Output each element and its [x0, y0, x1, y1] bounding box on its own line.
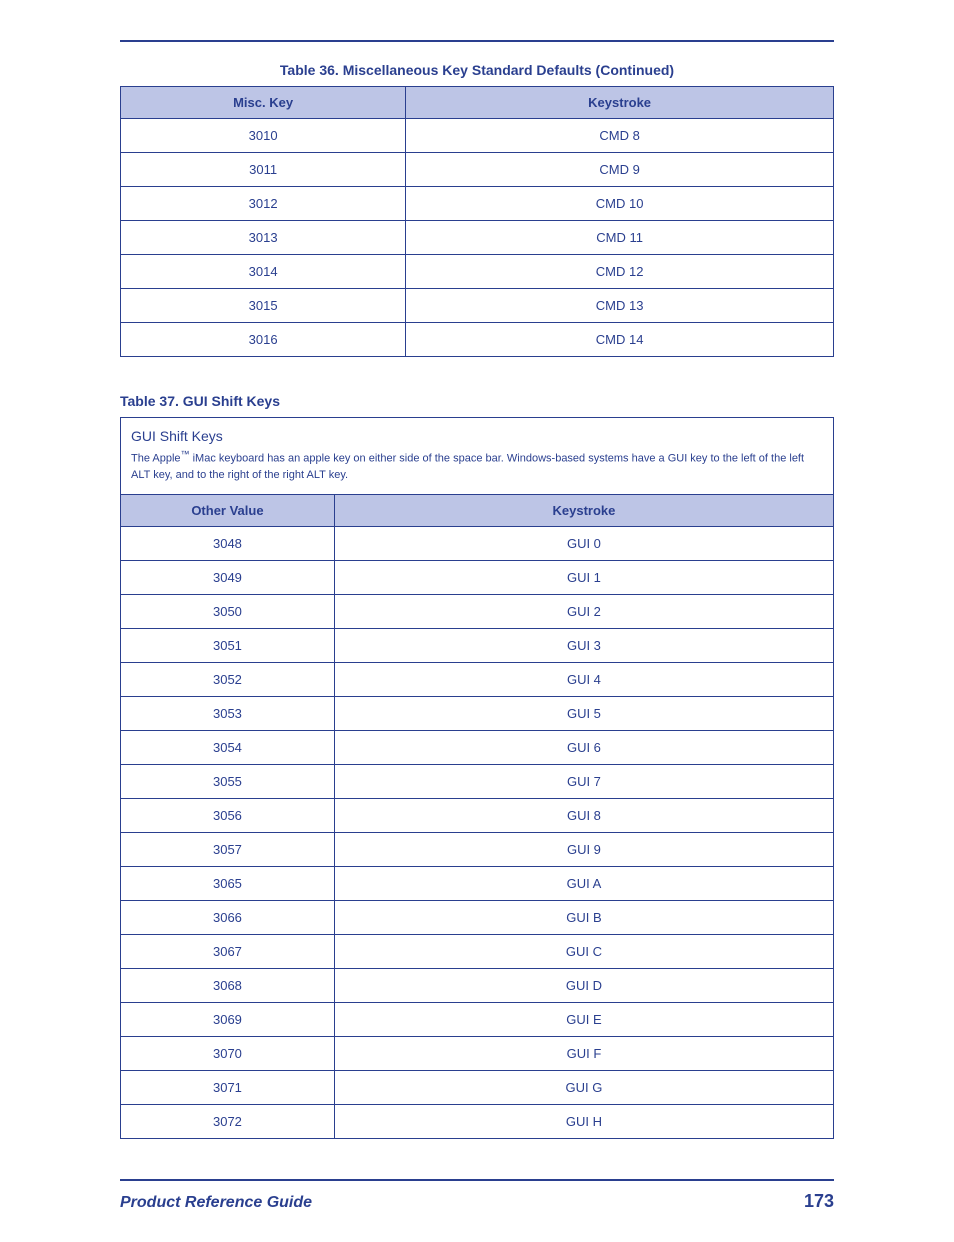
- keystroke-cell: CMD 8: [406, 119, 834, 153]
- page-footer: Product Reference Guide 173: [120, 1179, 834, 1212]
- other-value-cell: 3053: [121, 696, 335, 730]
- other-value-cell: 3050: [121, 594, 335, 628]
- other-value-cell: 3069: [121, 1002, 335, 1036]
- table-row: 3049GUI 1: [121, 560, 834, 594]
- table-row: 3051GUI 3: [121, 628, 834, 662]
- table36-title: Table 36. Miscellaneous Key Standard Def…: [120, 62, 834, 78]
- footer-page-number: 173: [804, 1191, 834, 1212]
- keystroke-cell: GUI F: [334, 1036, 833, 1070]
- keystroke-cell: GUI 9: [334, 832, 833, 866]
- keystroke-cell: GUI 7: [334, 764, 833, 798]
- keystroke-cell: GUI 2: [334, 594, 833, 628]
- keystroke-cell: GUI 4: [334, 662, 833, 696]
- keystroke-cell: GUI 0: [334, 526, 833, 560]
- misc-key-cell: 3015: [121, 289, 406, 323]
- other-value-cell: 3070: [121, 1036, 335, 1070]
- keystroke-cell: GUI C: [334, 934, 833, 968]
- keystroke-cell: CMD 12: [406, 255, 834, 289]
- keystroke-cell: GUI 6: [334, 730, 833, 764]
- other-value-cell: 3071: [121, 1070, 335, 1104]
- table-row: 3070GUI F: [121, 1036, 834, 1070]
- misc-key-cell: 3014: [121, 255, 406, 289]
- table-row: 3065GUI A: [121, 866, 834, 900]
- other-value-cell: 3057: [121, 832, 335, 866]
- table-row: 3013CMD 11: [121, 221, 834, 255]
- table-row: 3054GUI 6: [121, 730, 834, 764]
- misc-key-cell: 3010: [121, 119, 406, 153]
- table-row: 3014CMD 12: [121, 255, 834, 289]
- table37-header-keystroke: Keystroke: [334, 494, 833, 526]
- other-value-cell: 3072: [121, 1104, 335, 1138]
- table-row: 3015CMD 13: [121, 289, 834, 323]
- misc-key-cell: 3013: [121, 221, 406, 255]
- keystroke-cell: GUI D: [334, 968, 833, 1002]
- other-value-cell: 3067: [121, 934, 335, 968]
- table37-caption-body-2: iMac keyboard has an apple key on either…: [131, 453, 804, 481]
- table37-header-other-value: Other Value: [121, 494, 335, 526]
- footer-doc-title: Product Reference Guide: [120, 1194, 312, 1212]
- trademark-sup: ™: [181, 449, 190, 459]
- table-row: 3053GUI 5: [121, 696, 834, 730]
- keystroke-cell: CMD 13: [406, 289, 834, 323]
- misc-key-cell: 3016: [121, 323, 406, 357]
- table-row: 3057GUI 9: [121, 832, 834, 866]
- table-row: 3048GUI 0: [121, 526, 834, 560]
- other-value-cell: 3052: [121, 662, 335, 696]
- keystroke-cell: CMD 10: [406, 187, 834, 221]
- other-value-cell: 3065: [121, 866, 335, 900]
- table-row: 3010CMD 8: [121, 119, 834, 153]
- table-row: 3068GUI D: [121, 968, 834, 1002]
- keystroke-cell: GUI E: [334, 1002, 833, 1036]
- other-value-cell: 3068: [121, 968, 335, 1002]
- keystroke-cell: GUI 3: [334, 628, 833, 662]
- other-value-cell: 3056: [121, 798, 335, 832]
- other-value-cell: 3051: [121, 628, 335, 662]
- keystroke-cell: GUI 5: [334, 696, 833, 730]
- table-row: 3069GUI E: [121, 1002, 834, 1036]
- table37-header-row: Other Value Keystroke: [121, 494, 834, 526]
- keystroke-cell: GUI H: [334, 1104, 833, 1138]
- keystroke-cell: GUI 8: [334, 798, 833, 832]
- table36-header-misc-key: Misc. Key: [121, 87, 406, 119]
- keystroke-cell: GUI G: [334, 1070, 833, 1104]
- table37-caption-title: GUI Shift Keys: [131, 426, 823, 446]
- keystroke-cell: GUI B: [334, 900, 833, 934]
- table36-header-keystroke: Keystroke: [406, 87, 834, 119]
- table-row: 3066GUI B: [121, 900, 834, 934]
- keystroke-cell: CMD 9: [406, 153, 834, 187]
- keystroke-cell: GUI 1: [334, 560, 833, 594]
- other-value-cell: 3054: [121, 730, 335, 764]
- table36: Misc. Key Keystroke 3010CMD 83011CMD 930…: [120, 86, 834, 357]
- page: Table 36. Miscellaneous Key Standard Def…: [0, 0, 954, 1242]
- table-row: 3072GUI H: [121, 1104, 834, 1138]
- table-row: 3012CMD 10: [121, 187, 834, 221]
- table37-caption: GUI Shift Keys The Apple™ iMac keyboard …: [121, 418, 834, 495]
- table37: GUI Shift Keys The Apple™ iMac keyboard …: [120, 417, 834, 1139]
- other-value-cell: 3055: [121, 764, 335, 798]
- other-value-cell: 3048: [121, 526, 335, 560]
- other-value-cell: 3066: [121, 900, 335, 934]
- keystroke-cell: CMD 11: [406, 221, 834, 255]
- table37-title: Table 37. GUI Shift Keys: [120, 393, 834, 409]
- table36-header-row: Misc. Key Keystroke: [121, 87, 834, 119]
- table-row: 3011CMD 9: [121, 153, 834, 187]
- misc-key-cell: 3012: [121, 187, 406, 221]
- keystroke-cell: CMD 14: [406, 323, 834, 357]
- top-rule: [120, 40, 834, 42]
- table-row: 3052GUI 4: [121, 662, 834, 696]
- table-row: 3071GUI G: [121, 1070, 834, 1104]
- other-value-cell: 3049: [121, 560, 335, 594]
- table-row: 3055GUI 7: [121, 764, 834, 798]
- table37-caption-body-1: The Apple: [131, 453, 181, 465]
- keystroke-cell: GUI A: [334, 866, 833, 900]
- table-row: 3050GUI 2: [121, 594, 834, 628]
- table37-caption-row: GUI Shift Keys The Apple™ iMac keyboard …: [121, 418, 834, 495]
- table-row: 3056GUI 8: [121, 798, 834, 832]
- table-row: 3016CMD 14: [121, 323, 834, 357]
- table-row: 3067GUI C: [121, 934, 834, 968]
- misc-key-cell: 3011: [121, 153, 406, 187]
